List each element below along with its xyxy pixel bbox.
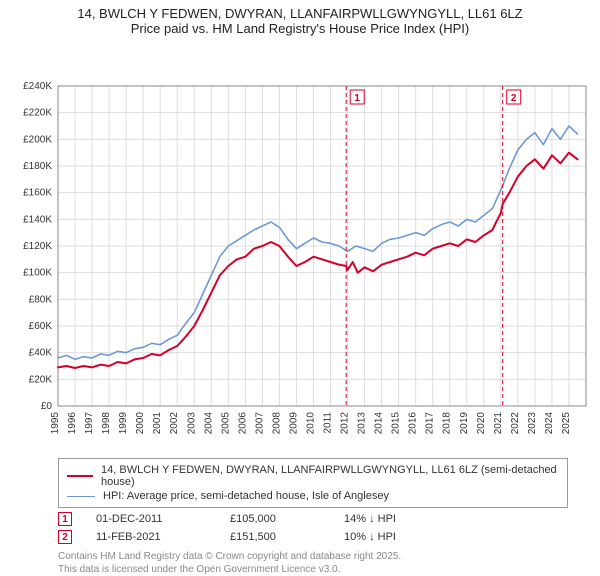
legend: 14, BWLCH Y FEDWEN, DWYRAN, LLANFAIRPWLL… (58, 458, 568, 508)
svg-text:2018: 2018 (442, 412, 453, 435)
svg-text:2007: 2007 (254, 412, 265, 435)
svg-text:2009: 2009 (288, 412, 299, 435)
svg-text:2005: 2005 (220, 412, 231, 435)
svg-text:1999: 1999 (118, 412, 129, 435)
marker-pct: 14% ↓ HPI (344, 513, 464, 525)
legend-item: HPI: Average price, semi-detached house,… (67, 489, 559, 503)
svg-text:£60K: £60K (29, 321, 53, 332)
svg-text:1: 1 (354, 93, 360, 104)
footer-line-2: This data is licensed under the Open Gov… (58, 563, 568, 576)
svg-text:1996: 1996 (67, 412, 78, 435)
chart-title: 14, BWLCH Y FEDWEN, DWYRAN, LLANFAIRPWLL… (0, 0, 600, 38)
svg-text:£240K: £240K (23, 81, 52, 92)
svg-text:2008: 2008 (271, 412, 282, 435)
svg-text:£80K: £80K (29, 294, 53, 305)
svg-text:2022: 2022 (510, 412, 521, 435)
svg-text:2020: 2020 (476, 412, 487, 435)
svg-text:£40K: £40K (29, 348, 53, 359)
legend-label: 14, BWLCH Y FEDWEN, DWYRAN, LLANFAIRPWLL… (101, 464, 559, 488)
line-chart-svg: £0 £20K £40K £60K £80K £100K £120K £140K £160K £1… (0, 38, 600, 454)
footer-attribution: Contains HM Land Registry data © Crown c… (58, 550, 568, 576)
svg-text:£140K: £140K (23, 214, 52, 225)
legend-swatch (67, 475, 93, 477)
svg-text:1997: 1997 (84, 412, 95, 435)
svg-text:2013: 2013 (357, 412, 368, 435)
svg-text:£100K: £100K (23, 268, 52, 279)
svg-text:1995: 1995 (50, 412, 61, 435)
svg-text:2024: 2024 (544, 412, 555, 435)
marker-price: £151,500 (230, 531, 320, 543)
svg-text:2017: 2017 (425, 412, 436, 435)
marker-row: 1 01-DEC-2011 £105,000 14% ↓ HPI (58, 510, 568, 528)
svg-text:2015: 2015 (391, 412, 402, 435)
legend-label: HPI: Average price, semi-detached house,… (103, 490, 389, 502)
svg-text:2016: 2016 (408, 412, 419, 435)
marker-number-box: 1 (58, 512, 72, 526)
legend-swatch (67, 496, 95, 497)
svg-text:1998: 1998 (101, 412, 112, 435)
svg-text:2004: 2004 (203, 412, 214, 435)
svg-text:2003: 2003 (186, 412, 197, 435)
marker-pct: 10% ↓ HPI (344, 531, 464, 543)
svg-text:2021: 2021 (493, 412, 504, 435)
marker-table: 1 01-DEC-2011 £105,000 14% ↓ HPI 2 11-FEB-202… (58, 510, 568, 546)
marker-number-box: 2 (58, 530, 72, 544)
svg-text:2012: 2012 (340, 412, 351, 435)
footer-line-1: Contains HM Land Registry data © Crown c… (58, 550, 568, 563)
svg-text:2019: 2019 (459, 412, 470, 435)
chart-area: £0 £20K £40K £60K £80K £100K £120K £140K £160K £1… (0, 38, 600, 454)
svg-text:2002: 2002 (169, 412, 180, 435)
svg-text:£160K: £160K (23, 188, 52, 199)
svg-text:2025: 2025 (561, 412, 572, 435)
svg-text:£120K: £120K (23, 241, 52, 252)
svg-text:2006: 2006 (237, 412, 248, 435)
svg-text:£20K: £20K (29, 374, 53, 385)
svg-text:2: 2 (511, 93, 517, 104)
svg-text:2000: 2000 (135, 412, 146, 435)
marker-price: £105,000 (230, 513, 320, 525)
marker-row: 2 11-FEB-2021 £151,500 10% ↓ HPI (58, 528, 568, 546)
svg-text:2011: 2011 (323, 412, 334, 434)
svg-text:£200K: £200K (23, 134, 52, 145)
svg-text:2023: 2023 (527, 412, 538, 435)
svg-text:£0: £0 (41, 401, 53, 412)
legend-item: 14, BWLCH Y FEDWEN, DWYRAN, LLANFAIRPWLL… (67, 463, 559, 489)
svg-text:2010: 2010 (305, 412, 316, 435)
title-line-1: 14, BWLCH Y FEDWEN, DWYRAN, LLANFAIRPWLL… (77, 6, 522, 21)
svg-text:£180K: £180K (23, 161, 52, 172)
marker-date: 01-DEC-2011 (96, 513, 206, 525)
title-line-2: Price paid vs. HM Land Registry's House … (131, 21, 469, 36)
svg-text:2001: 2001 (152, 412, 163, 435)
svg-text:£220K: £220K (23, 108, 52, 119)
marker-date: 11-FEB-2021 (96, 531, 206, 543)
svg-text:2014: 2014 (374, 412, 385, 435)
